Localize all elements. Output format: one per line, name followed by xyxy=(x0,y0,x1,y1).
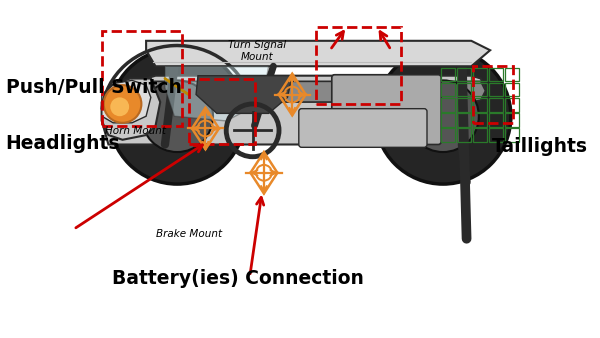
Bar xyxy=(505,98,520,112)
Bar xyxy=(505,128,520,142)
Bar xyxy=(441,113,455,127)
Polygon shape xyxy=(146,41,490,66)
Circle shape xyxy=(142,80,213,152)
Bar xyxy=(457,113,472,127)
FancyBboxPatch shape xyxy=(299,109,427,147)
Circle shape xyxy=(110,97,129,116)
Bar xyxy=(489,113,503,127)
Circle shape xyxy=(104,85,142,123)
Bar xyxy=(505,68,520,81)
Bar xyxy=(441,83,455,96)
Bar xyxy=(473,98,487,112)
Polygon shape xyxy=(102,80,151,123)
Bar xyxy=(473,83,487,96)
Bar xyxy=(441,98,455,112)
Bar xyxy=(505,83,520,96)
Bar xyxy=(473,68,487,81)
Bar xyxy=(441,128,455,142)
Bar xyxy=(316,27,401,104)
Polygon shape xyxy=(102,78,160,140)
Bar xyxy=(188,78,254,144)
Bar xyxy=(505,113,520,127)
Text: Headlights: Headlights xyxy=(5,134,120,153)
FancyBboxPatch shape xyxy=(332,75,441,144)
Bar xyxy=(102,31,182,126)
Circle shape xyxy=(375,48,511,184)
Text: Taillights: Taillights xyxy=(492,137,588,156)
Bar xyxy=(489,128,503,142)
Text: Horn Mount: Horn Mount xyxy=(104,126,166,136)
Circle shape xyxy=(109,48,245,184)
Bar xyxy=(457,68,472,81)
Bar xyxy=(457,128,472,142)
Bar xyxy=(489,68,503,81)
Text: Battery(ies) Connection: Battery(ies) Connection xyxy=(112,269,364,288)
Polygon shape xyxy=(196,76,292,113)
Bar xyxy=(441,68,455,81)
Bar xyxy=(457,83,472,96)
Bar xyxy=(473,66,513,123)
Bar xyxy=(457,98,472,112)
Text: Push/Pull Switch: Push/Pull Switch xyxy=(5,78,182,97)
Bar xyxy=(473,128,487,142)
Bar xyxy=(489,83,503,96)
Bar xyxy=(489,98,503,112)
Polygon shape xyxy=(121,81,485,102)
Text: Turn Signal
Mount: Turn Signal Mount xyxy=(228,40,286,62)
Bar xyxy=(473,113,487,127)
Text: Brake Mount: Brake Mount xyxy=(157,229,223,239)
Polygon shape xyxy=(102,76,485,144)
Circle shape xyxy=(407,80,479,152)
Polygon shape xyxy=(165,66,269,121)
